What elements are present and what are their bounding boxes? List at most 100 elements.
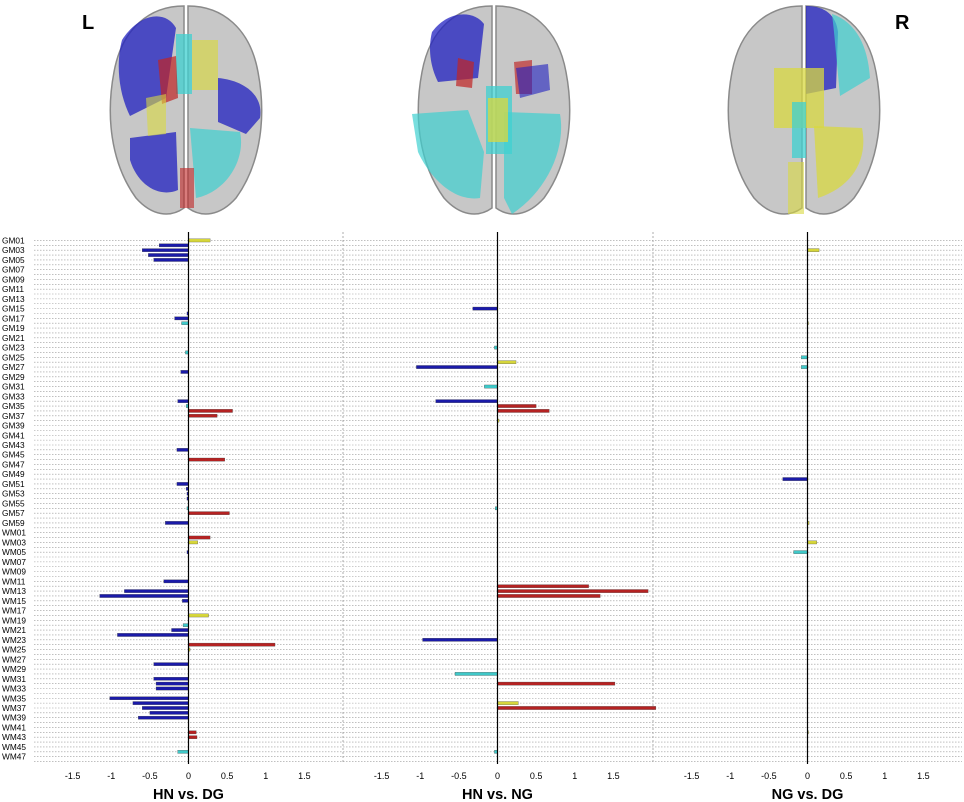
category-tick-label: WM29 <box>2 664 26 674</box>
bar-wm24 <box>188 642 276 647</box>
category-tick-label: WM25 <box>2 645 26 655</box>
bar-wm37 <box>497 706 657 710</box>
panel-xlabel: HN vs. NG <box>462 787 533 802</box>
category-tick-label: GM45 <box>2 450 25 460</box>
bar-gm01 <box>188 238 211 243</box>
bar-gm31 <box>484 384 498 389</box>
category-tick-label: WM07 <box>2 557 26 567</box>
bar-gm27 <box>801 365 808 369</box>
x-tick-label: -1.5 <box>374 771 390 781</box>
bar-wm21 <box>171 628 189 632</box>
bar-wm32 <box>155 681 189 686</box>
category-tick-label: WM23 <box>2 635 26 645</box>
bar-gm03 <box>141 248 189 252</box>
bar-wm11 <box>163 579 189 584</box>
category-tick-label: GM03 <box>2 245 25 255</box>
category-tick-label: WM45 <box>2 742 26 752</box>
x-tick-label: -0.5 <box>142 771 158 781</box>
panel-xlabel: HN vs. DG <box>153 787 224 802</box>
x-tick-label: 0.5 <box>530 771 543 781</box>
bar-wm02 <box>188 535 211 540</box>
bar-gm15 <box>472 306 498 311</box>
panel-xlabel: NG vs. DG <box>772 787 844 802</box>
bar-wm30 <box>454 672 498 676</box>
bar-gm51 <box>176 482 189 486</box>
category-tick-label: GM17 <box>2 313 25 323</box>
category-tick-label: WM43 <box>2 732 26 742</box>
bar-wm43 <box>188 735 198 739</box>
category-tick-label: WM03 <box>2 537 26 547</box>
category-tick-label: WM35 <box>2 693 26 703</box>
bar-wm03 <box>807 540 817 545</box>
bar-gm25 <box>801 355 808 360</box>
bar-wm46 <box>177 750 189 754</box>
category-tick-label: WM11 <box>2 576 26 586</box>
category-tick-label: GM19 <box>2 323 25 333</box>
category-tick-label: WM47 <box>2 752 26 762</box>
bar-wm33 <box>155 686 189 691</box>
left-hemisphere-label: L <box>82 12 95 34</box>
category-tick-label: GM49 <box>2 469 25 479</box>
category-tick-label: GM01 <box>2 235 25 245</box>
category-tick-label: GM29 <box>2 372 25 382</box>
bar-wm13 <box>497 589 649 593</box>
bar-gm04 <box>148 253 189 257</box>
bar-gm37 <box>188 414 218 418</box>
bar-wm42 <box>188 730 197 735</box>
category-tick-label: GM37 <box>2 411 25 421</box>
bar-wm14 <box>99 594 189 598</box>
bar-wm36 <box>132 701 189 705</box>
category-tick-label: WM27 <box>2 654 26 664</box>
category-tick-label: WM01 <box>2 528 26 538</box>
category-tick-label: GM31 <box>2 382 25 392</box>
x-tick-label: 0.5 <box>840 771 853 781</box>
x-tick-label: -1.5 <box>684 771 700 781</box>
bar-wm20 <box>182 623 189 627</box>
category-tick-label: GM35 <box>2 401 25 411</box>
bar-gm18 <box>181 321 189 325</box>
x-tick-label: 1.5 <box>298 771 311 781</box>
bar-gm02 <box>158 243 189 248</box>
bar-gm03 <box>807 248 820 252</box>
category-tick-label: GM59 <box>2 518 25 528</box>
right-hemisphere-label: R <box>895 12 910 34</box>
category-tick-label: GM41 <box>2 430 25 440</box>
bar-wm38 <box>149 711 189 715</box>
bar-wm35 <box>109 696 189 701</box>
bar-wm13 <box>124 589 189 593</box>
category-tick-label: GM15 <box>2 304 25 314</box>
x-tick-label: 1.5 <box>607 771 620 781</box>
x-tick-label: 1.5 <box>917 771 930 781</box>
category-tick-label: GM55 <box>2 498 25 508</box>
bar-gm44 <box>176 448 189 452</box>
x-tick-label: -0.5 <box>761 771 777 781</box>
bar-gm26 <box>497 360 517 364</box>
category-tick-label: GM57 <box>2 508 25 518</box>
bar-gm34 <box>177 399 189 403</box>
bar-wm39 <box>138 715 189 720</box>
bar-gm27 <box>416 365 498 369</box>
category-tick-label: WM17 <box>2 606 26 616</box>
category-tick-label: GM47 <box>2 459 25 469</box>
bar-wm14 <box>497 594 601 598</box>
bar-gm59 <box>165 521 189 525</box>
bar-gm36 <box>497 409 550 413</box>
category-tick-label: WM15 <box>2 596 26 606</box>
bar-gm36 <box>188 409 233 413</box>
category-tick-label: WM33 <box>2 684 26 694</box>
bar-wm15 <box>182 599 189 603</box>
x-tick-label: -1 <box>416 771 424 781</box>
category-tick-label: GM23 <box>2 343 25 353</box>
bar-gm35 <box>497 404 537 408</box>
brain-render-hn-dg <box>109 5 263 215</box>
bar-wm22 <box>117 633 189 637</box>
category-tick-label: GM51 <box>2 479 25 489</box>
x-tick-label: -1.5 <box>65 771 81 781</box>
bar-wm37 <box>141 706 189 710</box>
bar-gm46 <box>188 457 225 462</box>
category-tick-label: WM37 <box>2 703 26 713</box>
bar-wm03 <box>188 540 198 545</box>
category-tick-label: WM09 <box>2 567 26 577</box>
bar-wm18 <box>188 613 209 618</box>
